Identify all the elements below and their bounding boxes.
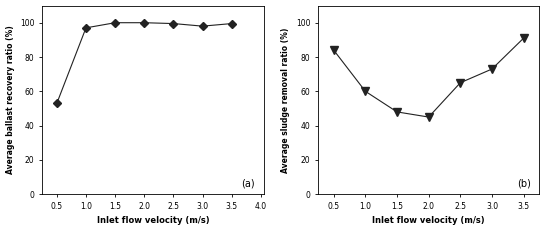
Text: (b): (b): [517, 179, 531, 188]
Y-axis label: Average ballast recovery ratio (%): Average ballast recovery ratio (%): [5, 26, 15, 174]
X-axis label: Inlet flow velocity (m/s): Inlet flow velocity (m/s): [96, 216, 209, 225]
Text: (a): (a): [241, 179, 255, 188]
X-axis label: Inlet flow velocity (m/s): Inlet flow velocity (m/s): [372, 216, 485, 225]
Y-axis label: Average sludge removal ratio (%): Average sludge removal ratio (%): [281, 27, 290, 173]
